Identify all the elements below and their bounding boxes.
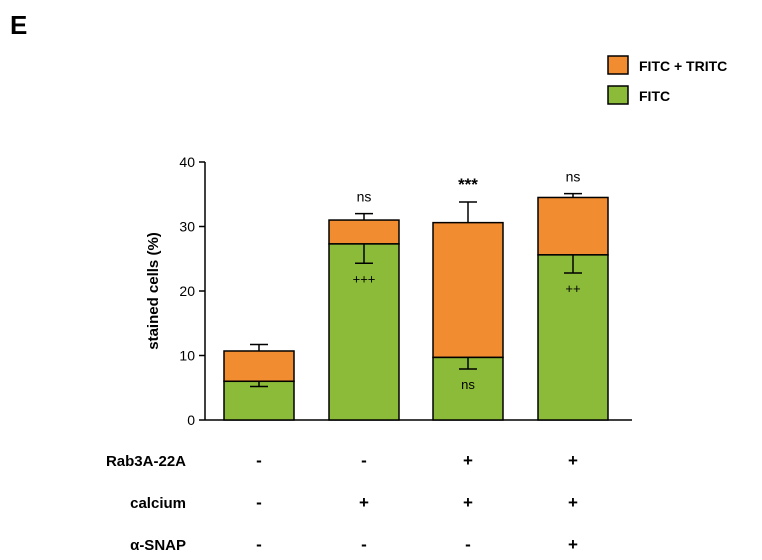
y-tick-label: 40 [179, 154, 195, 170]
panel-label: E [10, 10, 28, 40]
significance-label: ns [357, 189, 372, 205]
significance-label: ns [566, 169, 581, 185]
legend-label: FITC + TRITC [639, 58, 727, 74]
bar-fitc [537, 254, 609, 421]
condition-value: + [568, 451, 578, 470]
green-significance-label: ns [461, 377, 475, 392]
condition-value: - [465, 535, 471, 554]
y-tick-label: 10 [179, 348, 195, 364]
bar-fitc-tritc [328, 219, 400, 245]
significance-label: *** [458, 175, 478, 194]
condition-value: + [568, 493, 578, 512]
legend-swatch [607, 85, 629, 105]
y-tick-label: 20 [179, 283, 195, 299]
condition-value: + [359, 493, 369, 512]
condition-value: - [361, 535, 367, 554]
legend-swatch [607, 55, 629, 75]
y-tick-label: 0 [187, 412, 195, 428]
condition-value: - [256, 451, 262, 470]
legend-label: FITC [639, 88, 670, 104]
green-significance-label: +++ [353, 271, 376, 286]
condition-label: Rab3A-22A [106, 453, 186, 470]
green-significance-label: ++ [565, 281, 580, 296]
condition-label: calcium [130, 495, 186, 512]
bar-fitc [328, 243, 400, 421]
bar-fitc-tritc [537, 196, 609, 256]
bar-fitc-tritc [432, 221, 504, 359]
y-tick-label: 30 [179, 219, 195, 235]
condition-value: + [568, 535, 578, 554]
condition-value: - [256, 493, 262, 512]
bar-fitc-tritc [223, 350, 295, 383]
condition-value: - [256, 535, 262, 554]
condition-value: - [361, 451, 367, 470]
condition-value: + [463, 493, 473, 512]
condition-value: + [463, 451, 473, 470]
y-axis-label: stained cells (%) [145, 232, 162, 350]
condition-label: α-SNAP [130, 537, 186, 554]
